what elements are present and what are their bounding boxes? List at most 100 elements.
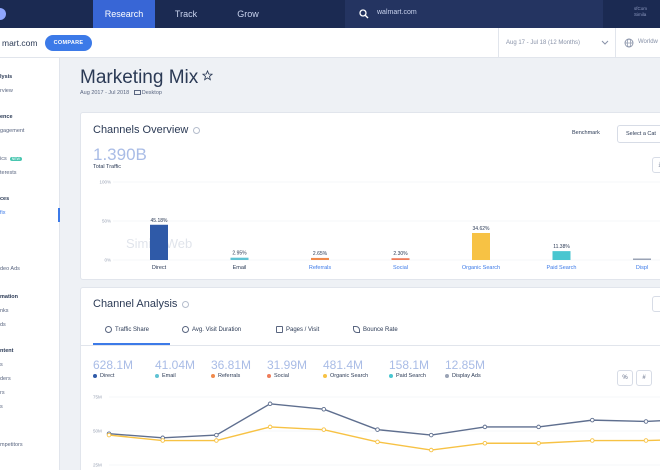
data-point: [106, 432, 112, 438]
sidebar-item-label: ntent: [0, 348, 14, 354]
bar-value-label: 11.38%: [553, 244, 570, 250]
sidebar-item[interactable]: rview: [0, 88, 13, 94]
metric-item[interactable]: 12.85M Display Ads: [445, 358, 485, 379]
legend-dot: [389, 373, 393, 378]
percent-toggle[interactable]: %: [617, 370, 633, 386]
current-site: mart.com: [2, 38, 38, 48]
device-label: Desktop: [141, 90, 162, 96]
tab-bounce-rate-label: Bounce Rate: [363, 327, 398, 334]
tab-avg-visit-duration-label: Avg. Visit Duration: [192, 327, 242, 334]
user-account[interactable]: sfCom Simila: [634, 6, 647, 18]
globe-icon: [624, 38, 634, 48]
date-range-label: Aug 17 - Jul 18 (12 Months): [506, 40, 581, 46]
sidebar-item: ces: [0, 196, 9, 202]
info-icon[interactable]: [193, 126, 201, 134]
sidebar-item-label: mpetitors: [0, 442, 23, 448]
channel-analysis-title: Channel Analysis: [93, 298, 190, 310]
legend-dot: [323, 373, 327, 378]
data-point: [643, 419, 649, 424]
legend-dot: [93, 373, 97, 378]
logo-icon[interactable]: [0, 8, 6, 20]
data-point: [482, 440, 488, 446]
metric-item[interactable]: 481.4M Organic Search: [323, 358, 368, 379]
sidebar-item[interactable]: fix: [0, 210, 6, 216]
new-badge: NEW: [9, 156, 22, 161]
data-point: [643, 438, 649, 443]
sidebar-item-label: ces: [0, 196, 10, 202]
data-point: [321, 427, 327, 432]
sidebar-item-label: gagement: [0, 128, 25, 134]
y-tick-label: 100%: [99, 180, 111, 185]
metric-item[interactable]: 158.1M Paid Search: [389, 358, 429, 379]
settings-icon[interactable]: [652, 296, 660, 312]
channels-overview-card: Channels Overview Benchmark Select a Cat…: [80, 112, 660, 280]
select-category-dropdown[interactable]: Select a Cat: [617, 125, 660, 143]
sidebar-item-label: nks: [0, 308, 9, 314]
region-select[interactable]: Worldw: [638, 39, 658, 45]
star-icon[interactable]: [202, 70, 213, 81]
data-point: [267, 424, 273, 430]
sidebar-item[interactable]: ds: [0, 322, 6, 328]
metric-name-row: Organic Search: [323, 373, 368, 379]
y-tick-label: 25M: [93, 463, 102, 468]
data-point: [590, 417, 595, 423]
tab-grow[interactable]: Grow: [237, 9, 259, 19]
sidebar-item[interactable]: deo Ads: [0, 266, 20, 272]
sidebar-item: mation: [0, 294, 18, 300]
bounce-icon: [353, 326, 360, 333]
tab-avg-visit-duration[interactable]: Avg. Visit Duration: [182, 326, 241, 333]
date-range-select[interactable]: Aug 17 - Jul 18 (12 Months): [498, 28, 616, 58]
number-toggle[interactable]: #: [636, 370, 652, 386]
tab-traffic-share[interactable]: Traffic Share: [105, 326, 149, 333]
metric-value: 41.04M: [155, 358, 196, 372]
page-title: Marketing Mix: [80, 67, 199, 88]
tab-traffic-share-label: Traffic Share: [115, 327, 150, 334]
site-search-bar[interactable]: walmart.com: [345, 0, 603, 28]
legend-dot: [155, 373, 159, 378]
sidebar-item[interactable]: ders: [0, 376, 11, 382]
sidebar-item-label: ence: [0, 114, 13, 120]
legend-dot: [445, 373, 449, 378]
benchmark-label: Benchmark: [572, 130, 600, 136]
metric-name: Referrals: [218, 373, 241, 379]
sidebar-item[interactable]: ics NEW: [0, 156, 22, 162]
tab-pages-visit[interactable]: Pages / Visit: [276, 326, 319, 333]
sidebar-item[interactable]: nks: [0, 308, 9, 314]
compare-button[interactable]: COMPARE: [45, 35, 92, 51]
metric-value: 12.85M: [445, 358, 486, 372]
tab-track[interactable]: Track: [174, 9, 198, 19]
bar: [472, 232, 490, 260]
search-input[interactable]: walmart.com: [377, 9, 417, 16]
sidebar: lysis rview ence gagement ics NEW terests ces fi…: [0, 58, 60, 470]
legend-dot: [211, 373, 215, 378]
bar-value-label: 45.18%: [151, 218, 169, 224]
top-nav: Research Track Grow walmart.com sfCom Si…: [0, 0, 660, 28]
sidebar-item[interactable]: terests: [0, 170, 17, 176]
bar-category-label: Social: [393, 265, 408, 271]
sidebar-item[interactable]: gagement: [0, 128, 24, 134]
metric-item[interactable]: 36.81M Referrals: [211, 358, 251, 379]
sidebar-item[interactable]: s: [0, 404, 3, 410]
bar: [311, 257, 329, 260]
metric-value: 481.4M: [323, 358, 364, 372]
y-tick-label: 50M: [93, 429, 102, 434]
sidebar-item-label: deo Ads: [0, 266, 20, 272]
bar-value-label: 2.95%: [232, 251, 247, 257]
data-point: [214, 432, 219, 438]
sidebar-item[interactable]: mpetitors: [0, 442, 23, 448]
metric-item[interactable]: 41.04M Email: [155, 358, 195, 379]
data-point: [428, 447, 434, 453]
info-icon[interactable]: [182, 300, 190, 308]
channel-analysis-card: Channel Analysis Traffic Share Avg. Visi…: [80, 287, 660, 470]
metric-item[interactable]: 31.99M Social: [267, 358, 307, 379]
sidebar-item-label: s: [0, 404, 3, 410]
export-icon[interactable]: ⤓: [652, 157, 660, 173]
tab-research[interactable]: Research: [93, 0, 155, 28]
sidebar-item[interactable]: rs: [0, 390, 5, 396]
sidebar-item[interactable]: s: [0, 362, 3, 368]
bar: [230, 257, 249, 260]
tab-bounce-rate[interactable]: Bounce Rate: [353, 326, 398, 333]
sidebar-item-label: ics: [0, 156, 7, 162]
bar-category-label: Email: [233, 265, 247, 271]
metric-item[interactable]: 628.1M Direct: [93, 358, 133, 379]
